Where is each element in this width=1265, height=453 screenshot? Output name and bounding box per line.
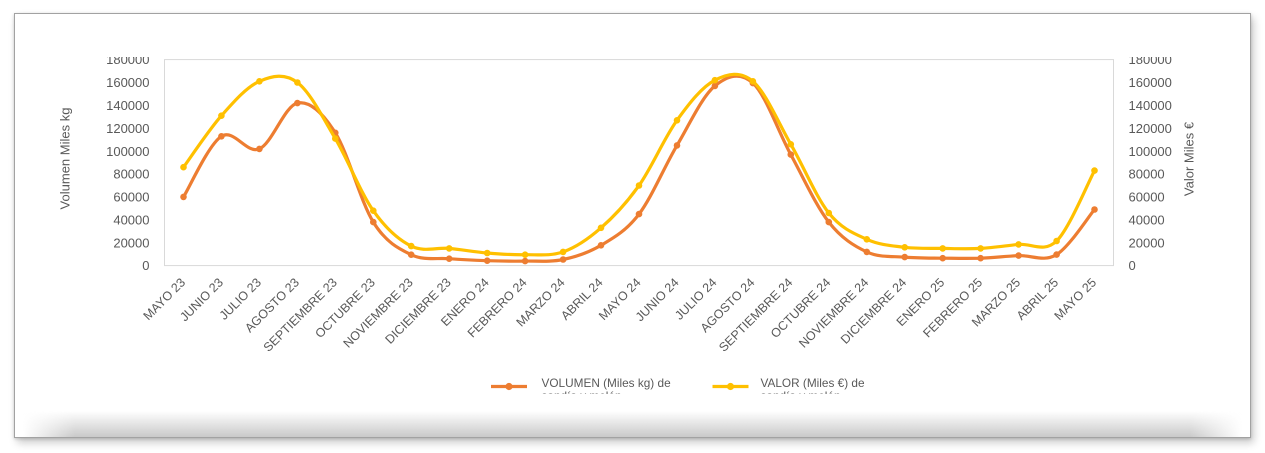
svg-text:140000: 140000 — [106, 98, 149, 113]
svg-text:Valor Miles €: Valor Miles € — [1182, 121, 1197, 196]
svg-text:0: 0 — [1129, 258, 1136, 273]
svg-text:DICIEMBRE 23: DICIEMBRE 23 — [383, 275, 454, 346]
svg-text:120000: 120000 — [1129, 121, 1172, 136]
svg-text:80000: 80000 — [1129, 167, 1165, 182]
svg-text:180000: 180000 — [1129, 57, 1172, 67]
svg-text:sandía y melón: sandía y melón — [542, 389, 622, 394]
svg-text:Volumen Miles kg: Volumen Miles kg — [58, 108, 73, 210]
svg-text:180000: 180000 — [106, 57, 149, 67]
svg-text:60000: 60000 — [1129, 190, 1165, 205]
svg-text:100000: 100000 — [1129, 144, 1172, 159]
svg-text:40000: 40000 — [1129, 212, 1165, 227]
svg-text:140000: 140000 — [1129, 98, 1172, 113]
svg-text:100000: 100000 — [106, 144, 149, 159]
svg-text:80000: 80000 — [113, 167, 149, 182]
svg-text:60000: 60000 — [113, 190, 149, 205]
svg-text:0: 0 — [142, 258, 149, 273]
svg-text:160000: 160000 — [106, 75, 149, 90]
svg-text:20000: 20000 — [113, 235, 149, 250]
svg-text:120000: 120000 — [106, 121, 149, 136]
svg-text:DICIEMBRE 24: DICIEMBRE 24 — [838, 275, 909, 346]
svg-text:160000: 160000 — [1129, 75, 1172, 90]
svg-text:MAYO 25: MAYO 25 — [1052, 275, 1100, 323]
svg-text:40000: 40000 — [113, 212, 149, 227]
svg-text:sandía y melón: sandía y melón — [761, 389, 841, 394]
svg-text:VOLUMEN (Miles kg) de: VOLUMEN (Miles kg) de — [542, 376, 672, 390]
svg-text:VALOR (Miles €) de: VALOR (Miles €) de — [761, 376, 865, 390]
svg-text:20000: 20000 — [1129, 235, 1165, 250]
svg-text:NOVIEMBRE 23: NOVIEMBRE 23 — [341, 275, 416, 350]
svg-text:NOVIEMBRE 24: NOVIEMBRE 24 — [796, 275, 871, 350]
